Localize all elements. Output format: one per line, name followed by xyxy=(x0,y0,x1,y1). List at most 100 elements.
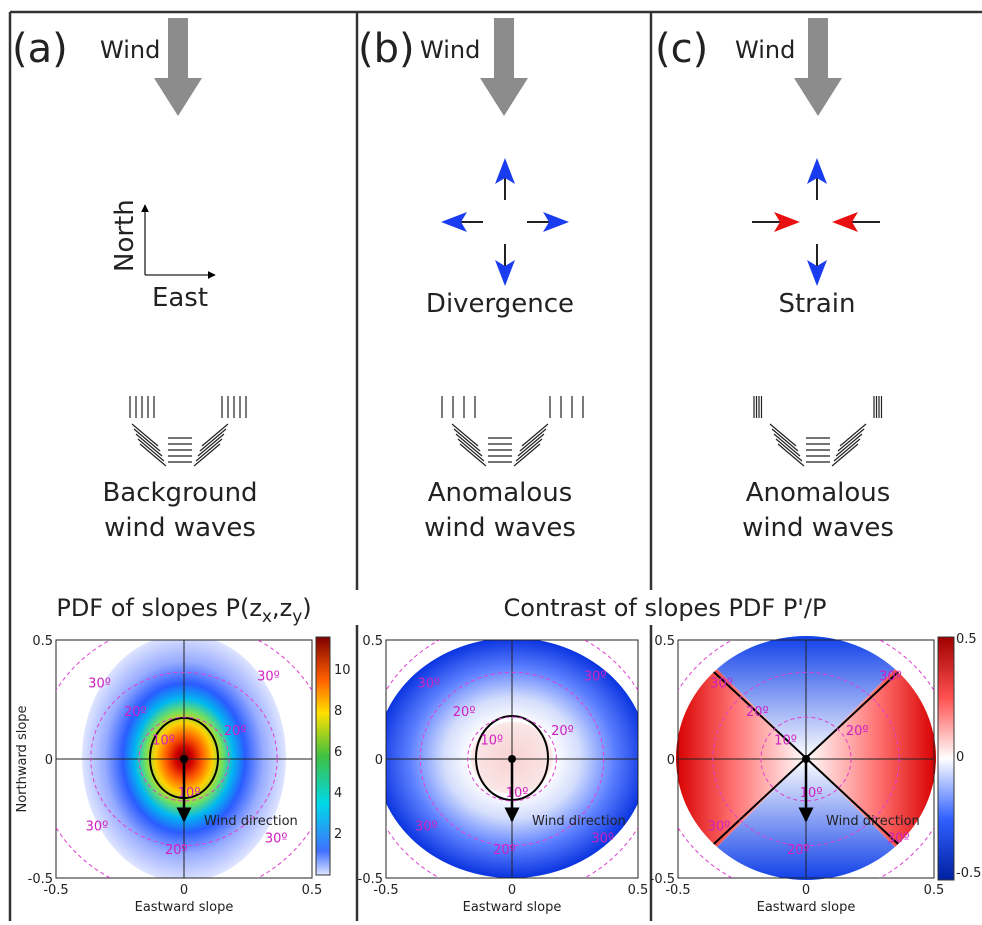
annotation: Wind direction xyxy=(532,814,626,829)
angle-label: 30º xyxy=(265,831,288,846)
waves-label: Background xyxy=(102,478,257,508)
angle-label: 10º xyxy=(774,734,797,749)
colorbar-label: -0.5 xyxy=(956,866,981,881)
colorbar-label: 0.5 xyxy=(956,632,977,647)
angle-label: 20º xyxy=(124,705,147,720)
angle-label: 30º xyxy=(257,669,280,684)
wave-line xyxy=(834,439,860,461)
colorbar-label: 10 xyxy=(334,663,351,678)
title-part: PDF of slopes P(z xyxy=(56,594,262,622)
colorbar-label: 4 xyxy=(334,786,342,801)
angle-label: 20º xyxy=(453,705,476,720)
waves-label: wind waves xyxy=(104,513,256,543)
angle-label: 30º xyxy=(86,819,109,834)
x-axis-label: Eastward slope xyxy=(135,900,234,915)
panel-label: (a) xyxy=(12,26,68,72)
y-tick-label: 0.5 xyxy=(362,634,383,649)
wave-line xyxy=(202,424,228,446)
angle-label: 30º xyxy=(710,677,733,692)
colorbar-label: 0 xyxy=(956,750,964,765)
wave-line xyxy=(132,424,158,446)
angle-label: 20º xyxy=(224,724,247,739)
x-tick-label: 0.5 xyxy=(628,883,649,898)
angle-label: 30º xyxy=(879,669,902,684)
annotation: Wind direction xyxy=(204,814,298,829)
wave-line xyxy=(840,424,866,446)
wave-line xyxy=(514,444,540,466)
wave-line xyxy=(836,434,862,456)
angle-label: 20º xyxy=(746,705,769,720)
wave-line xyxy=(832,444,858,466)
waves-label: wind waves xyxy=(742,513,894,543)
wind-label: Wind xyxy=(735,36,795,64)
wave-line xyxy=(460,444,486,466)
x-tick-label: 0 xyxy=(180,883,188,898)
x-axis-label: Eastward slope xyxy=(463,900,562,915)
strain-arrows xyxy=(752,178,880,266)
colorbar-label: 2 xyxy=(334,827,342,842)
wave-line xyxy=(136,434,162,456)
y-tick-label: 0.5 xyxy=(654,634,675,649)
wind-label: Wind xyxy=(420,36,480,64)
plot-title: Contrast of slopes PDF P'/P xyxy=(504,594,827,622)
x-tick-label: 0.5 xyxy=(302,883,323,898)
angle-label: 10º xyxy=(178,786,201,801)
angle-label: 10º xyxy=(481,734,504,749)
angle-label: 20º xyxy=(551,724,574,739)
x-tick-label: 0 xyxy=(508,883,516,898)
angle-label: 20º xyxy=(165,843,188,858)
wave-line xyxy=(516,439,542,461)
angle-label: 30º xyxy=(584,669,607,684)
angle-label: 30º xyxy=(591,831,614,846)
wave-line xyxy=(776,439,802,461)
y-tick-label: -0.5 xyxy=(28,872,53,887)
figure: (a) Wind (b) Wind (c) Wind North East Di… xyxy=(0,0,982,921)
y-tick-label: 0.5 xyxy=(32,634,53,649)
panel-label: (b) xyxy=(358,26,415,72)
title-part: y xyxy=(292,607,302,627)
wave-line xyxy=(134,429,160,451)
title-part: x xyxy=(262,607,272,627)
y-tick-label: 0 xyxy=(667,753,675,768)
wave-line xyxy=(454,429,480,451)
colorbar xyxy=(316,637,330,875)
wind-arrow xyxy=(154,18,842,116)
colorbar-label: 8 xyxy=(334,704,342,719)
strain-heads xyxy=(774,158,858,286)
angle-label: 30º xyxy=(88,677,111,692)
annotation: Wind direction xyxy=(826,814,920,829)
waves-label: Anomalous xyxy=(746,478,891,508)
panel-label: (c) xyxy=(655,26,708,72)
angle-label: 30º xyxy=(708,819,731,834)
plot-title: PDF of slopes P(zx,zy) xyxy=(56,594,311,627)
center-dot xyxy=(508,755,516,763)
angle-label: 30º xyxy=(418,677,441,692)
colorbar-label: 6 xyxy=(334,745,342,760)
wave-line xyxy=(778,444,804,466)
x-tick-label: 0.5 xyxy=(924,883,945,898)
wave-line xyxy=(452,424,478,446)
title-part: ,z xyxy=(272,594,292,622)
wave-line xyxy=(194,444,220,466)
wind-label: Wind xyxy=(100,36,160,64)
wave-line xyxy=(774,434,800,456)
center-dot xyxy=(180,755,188,763)
wave-line xyxy=(198,434,224,456)
angle-label: 20º xyxy=(846,724,869,739)
y-tick-label: 0 xyxy=(375,753,383,768)
angle-label: 30º xyxy=(415,819,438,834)
angle-label: 30º xyxy=(887,831,910,846)
east-label: East xyxy=(152,283,208,313)
waves-label: Anomalous xyxy=(428,478,573,508)
divergence-arrows xyxy=(461,178,549,266)
x-tick-label: 0 xyxy=(802,883,810,898)
y-tick-label: 0 xyxy=(45,753,53,768)
wave-line xyxy=(522,424,548,446)
title-part: ) xyxy=(302,594,311,622)
compass xyxy=(145,205,215,275)
y-tick-label: -0.5 xyxy=(358,872,383,887)
flow-label: Divergence xyxy=(426,289,574,319)
wave-line xyxy=(458,439,484,461)
divergence-heads xyxy=(441,158,569,286)
wave-line xyxy=(456,434,482,456)
